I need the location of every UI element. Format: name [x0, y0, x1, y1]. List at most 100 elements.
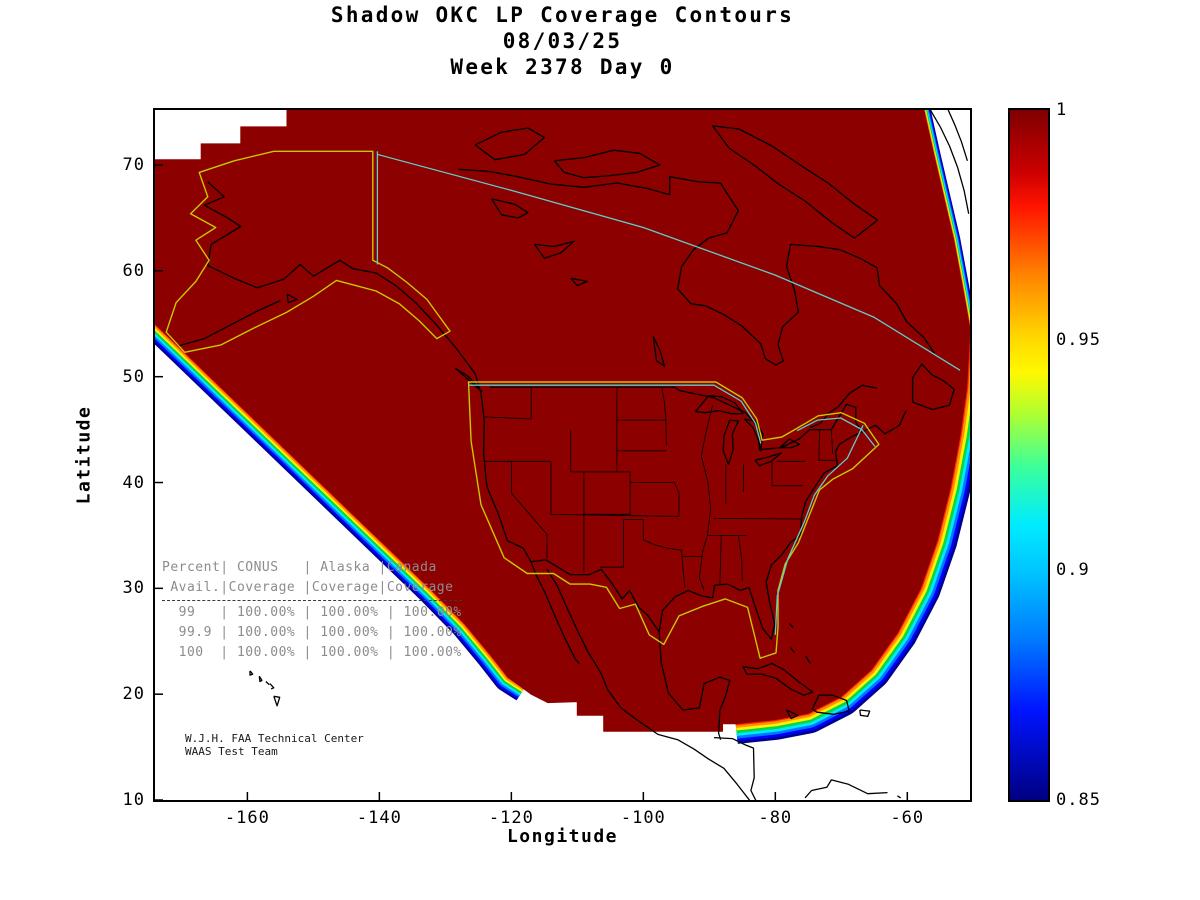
coastline: [553, 149, 661, 179]
chart-week-day: Week 2378 Day 0: [450, 55, 675, 79]
fir-boundary: [796, 417, 876, 447]
y-tick-label: 50: [122, 366, 145, 387]
coastline: [258, 675, 263, 683]
x-tick-label: -100: [620, 808, 666, 828]
table-header-row-1: Percent| CONUS | Alaska |Canada: [162, 560, 437, 575]
coastline: [265, 681, 270, 686]
coastline: [790, 243, 935, 354]
x-axis-label: Longitude: [506, 826, 619, 847]
state-border: [674, 482, 680, 517]
fir-boundary: [377, 153, 961, 371]
coastline: [742, 662, 814, 696]
colorbar-tick-label: 0.85: [1056, 790, 1101, 810]
y-tick-label: 20: [122, 684, 145, 705]
coastline: [677, 182, 800, 366]
state-border: [511, 492, 548, 559]
state-border: [643, 539, 682, 551]
coastline: [177, 299, 281, 347]
coastline: [458, 168, 721, 196]
coastline: [474, 127, 546, 161]
state-border: [681, 550, 686, 588]
coastline: [694, 395, 744, 415]
colorbar-tick-label: 0.95: [1056, 330, 1101, 350]
fir-boundary: [774, 425, 864, 635]
table-row-99-9: 99.9 | 100.00% | 100.00% | 100.00%: [162, 625, 462, 640]
y-axis-label: Latitude: [73, 405, 95, 505]
title-block: Shadow OKC LP Coverage Contours 08/03/25…: [155, 2, 970, 80]
coverage-region: [155, 110, 970, 732]
fir-boundary: [468, 384, 762, 444]
coastline: [269, 683, 275, 690]
x-tick-label: -60: [890, 808, 925, 828]
colorbar-gradient: [1010, 110, 1048, 800]
colorbar-tick-label: 0.9: [1056, 560, 1090, 580]
coastline: [810, 384, 878, 429]
coastline: [286, 293, 298, 304]
coastline: [203, 181, 476, 374]
coastline: [911, 363, 955, 411]
coastline: [789, 647, 796, 654]
coastline: [658, 631, 731, 740]
x-tick-label: -160: [224, 808, 270, 828]
y-tick-label: 10: [122, 790, 145, 810]
y-tick-label: 60: [122, 260, 145, 281]
coastline: [652, 336, 666, 367]
state-border: [719, 535, 722, 585]
coastline: [811, 694, 850, 715]
coastline: [722, 419, 740, 465]
credit-line-2: WAAS Test Team: [185, 745, 278, 758]
coastline: [454, 367, 483, 393]
table-row-100: 100 | 100.00% | 100.00% | 100.00%: [162, 645, 462, 660]
credit-annotation: W.J.H. FAA Technical Center WAAS Test Te…: [185, 732, 364, 758]
x-tick-label: -120: [488, 808, 534, 828]
state-border: [661, 387, 667, 446]
chart-date: 08/03/25: [502, 29, 623, 53]
coastline: [754, 452, 782, 467]
table-row-99: 99 | 100.00% | 100.00% | 100.00%: [162, 605, 462, 620]
coastline: [711, 125, 878, 239]
plot-area: Percent| CONUS | Alaska |Canada Avail.|C…: [153, 108, 972, 802]
table-header-row-2: Avail.|Coverage |Coverage|Coverage: [162, 580, 454, 595]
coastline: [530, 559, 660, 633]
coastline: [805, 655, 811, 664]
coastline: [273, 695, 281, 707]
state-border: [818, 429, 820, 461]
coastline: [570, 277, 588, 287]
coastline: [788, 622, 794, 628]
coastline: [546, 568, 603, 676]
state-border: [484, 416, 532, 420]
table-divider: [162, 600, 462, 601]
coastline: [947, 110, 969, 161]
y-tick-label: 30: [122, 578, 145, 599]
coastline: [713, 736, 757, 800]
state-border: [831, 429, 834, 454]
coastline: [743, 418, 764, 452]
coastline: [249, 670, 254, 676]
coastline: [929, 110, 970, 214]
coverage-table: Percent| CONUS | Alaska |Canada Avail.|C…: [162, 558, 462, 663]
chart-title: Shadow OKC LP Coverage Contours: [330, 3, 795, 27]
x-tick-label: -140: [356, 808, 402, 828]
state-border: [699, 405, 713, 591]
coastline: [490, 386, 862, 451]
service-volume-outline: [165, 150, 451, 354]
x-tick-label: -80: [758, 808, 793, 828]
coastline: [533, 240, 575, 259]
coastline: [491, 198, 529, 219]
coastline: [658, 410, 907, 640]
state-border: [713, 518, 804, 520]
coastline: [779, 438, 801, 449]
y-tick-label: 70: [122, 155, 145, 176]
coastline: [897, 795, 902, 799]
state-border: [738, 535, 743, 581]
coverage-map: [155, 110, 970, 800]
credit-line-1: W.J.H. FAA Technical Center: [185, 732, 364, 745]
coastline: [601, 674, 751, 800]
coastline: [804, 779, 888, 799]
colorbar: [1008, 108, 1050, 802]
service-volume-outline: [467, 381, 880, 659]
y-tick-label: 40: [122, 472, 145, 493]
coastline: [859, 709, 871, 718]
colorbar-tick-label: 1: [1056, 100, 1068, 120]
